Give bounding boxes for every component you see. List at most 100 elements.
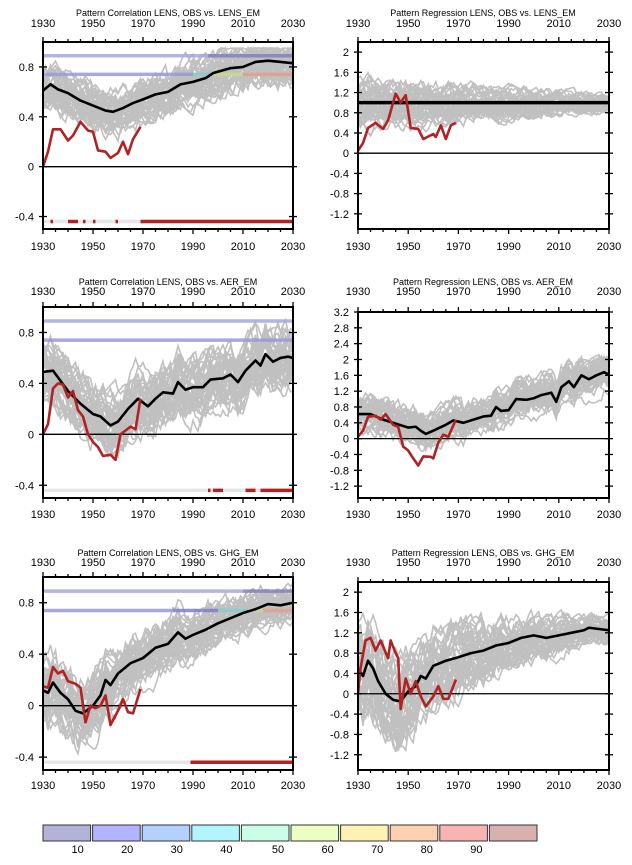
y-tick-label: 3.2 [334, 307, 349, 319]
x-tick-label-bottom: 1970 [446, 509, 470, 521]
x-tick-label-top: 1930 [346, 286, 370, 298]
plot-area [43, 317, 293, 493]
ensemble-member-line [358, 366, 609, 435]
x-tick-label-bottom: 1950 [81, 780, 105, 792]
x-tick-label-top: 1950 [81, 557, 105, 569]
y-tick-label: 0.8 [334, 648, 349, 660]
x-tick-label-bottom: 2030 [597, 780, 621, 792]
panel-title: Pattern Regression LENS, OBS vs. LENS_EM [390, 8, 576, 18]
colorbar-swatch [92, 824, 141, 842]
plot-area [358, 353, 609, 467]
x-tick-label-bottom: 2030 [281, 509, 305, 521]
x-tick-label-bottom: 2030 [281, 780, 305, 792]
colorbar-label: 40 [220, 844, 232, 856]
x-tick-label-bottom: 2010 [231, 241, 255, 253]
x-tick-label-top: 1970 [131, 557, 155, 569]
observed-line [43, 665, 142, 727]
y-tick-label: 0.4 [334, 128, 349, 140]
y-tick-label: 2.4 [334, 339, 349, 351]
ensemble-member-line [358, 353, 609, 424]
x-tick-label-top: 2010 [231, 286, 255, 298]
colorbar-swatch [290, 824, 340, 842]
x-tick-label-bottom: 2010 [231, 780, 255, 792]
colorbar-swatch [191, 824, 240, 842]
x-tick-label-bottom: 1990 [181, 241, 205, 253]
panel-title: Pattern Regression LENS, OBS vs. GHG_EM [392, 548, 575, 558]
plot-area [43, 45, 293, 224]
y-tick-label: -1.2 [330, 481, 349, 493]
x-tick-label-top: 1990 [496, 557, 520, 569]
x-tick-label-top: 1990 [496, 286, 520, 298]
y-tick-label: 2 [343, 354, 349, 366]
observed-line [43, 382, 142, 462]
y-tick-label: 0 [343, 689, 349, 701]
colorbar-swatch [389, 824, 439, 842]
x-tick-label-top: 1970 [446, 286, 470, 298]
x-tick-label-top: 1930 [31, 557, 55, 569]
colorbar-label: 80 [421, 844, 433, 856]
x-tick-label-top: 2030 [597, 286, 621, 298]
y-tick-label: 0.4 [19, 378, 34, 390]
ensemble-mean-line [358, 626, 609, 703]
x-tick-label-top: 2010 [231, 18, 255, 30]
x-tick-label-bottom: 1950 [396, 241, 420, 253]
y-tick-label: 0 [28, 701, 34, 713]
observed-line [358, 636, 458, 711]
panel-title: Pattern Correlation LENS, OBS vs. GHG_EM [77, 548, 258, 558]
x-tick-label-top: 2030 [281, 557, 305, 569]
x-tick-label-top: 2010 [231, 557, 255, 569]
colorbar-label: 70 [371, 844, 383, 856]
colorbar-label: 50 [272, 844, 284, 856]
y-tick-label: -0.4 [15, 480, 34, 492]
panel-title: Pattern Correlation LENS, OBS vs. LENS_E… [76, 8, 260, 18]
chart-panel: 1930 1930 1950 1950 1970 1970 1990 1990 2010 2010… [15, 286, 305, 521]
x-tick-label-top: 1950 [396, 18, 420, 30]
x-tick-label-top: 1990 [181, 286, 205, 298]
y-tick-label: 0.4 [19, 649, 34, 661]
colorbar-swatch [439, 824, 488, 842]
plot-area [43, 582, 293, 765]
x-tick-label-bottom: 1930 [31, 509, 55, 521]
y-tick-label: -0.4 [330, 709, 349, 721]
x-tick-label-top: 1950 [396, 557, 420, 569]
ensemble-member-line [358, 366, 609, 439]
colorbar-label: 60 [321, 844, 333, 856]
x-tick-label-bottom: 1970 [131, 509, 155, 521]
colorbar-label: 20 [121, 844, 133, 856]
x-tick-label-bottom: 2010 [547, 780, 571, 792]
colorbar-label: 90 [470, 844, 482, 856]
y-tick-label: -1.2 [330, 750, 349, 762]
chart-panel: 1930 1930 1950 1950 1970 1970 1990 1990 2010 2010… [15, 18, 305, 253]
x-tick-label-top: 1970 [131, 286, 155, 298]
panel-title: Pattern Regression LENS, OBS vs. AER_EM [393, 277, 573, 287]
ensemble-member-line [358, 638, 609, 751]
chart-panel: 1930 1930 1950 1950 1970 1970 1990 1990 2010 2010… [330, 557, 621, 792]
x-tick-label-top: 1950 [81, 18, 105, 30]
x-tick-label-bottom: 1950 [81, 509, 105, 521]
plot-area [358, 70, 609, 154]
y-tick-label: -0.8 [330, 729, 349, 741]
ensemble-member-line [43, 591, 293, 714]
x-tick-label-bottom: 1930 [31, 241, 55, 253]
colorbar-label: 30 [171, 844, 183, 856]
x-tick-label-bottom: 2030 [597, 241, 621, 253]
chart-panel: 1930 1930 1950 1950 1970 1970 1990 1990 2010 2010… [15, 557, 305, 792]
x-tick-label-bottom: 2010 [547, 241, 571, 253]
x-tick-label-bottom: 1930 [346, 509, 370, 521]
y-tick-label: 2.8 [334, 323, 349, 335]
x-tick-label-bottom: 2030 [597, 509, 621, 521]
panel-title: Pattern Correlation LENS, OBS vs. AER_EM [79, 277, 258, 287]
x-tick-label-bottom: 1950 [396, 780, 420, 792]
x-tick-label-bottom: 2010 [547, 509, 571, 521]
y-tick-label: -1.2 [330, 209, 349, 221]
x-tick-label-bottom: 2030 [281, 241, 305, 253]
x-tick-label-top: 2030 [281, 18, 305, 30]
ensemble-mean-line [43, 352, 293, 427]
x-tick-label-top: 1990 [496, 18, 520, 30]
x-tick-label-top: 1950 [81, 286, 105, 298]
x-tick-label-bottom: 2010 [231, 509, 255, 521]
x-tick-label-bottom: 1970 [131, 780, 155, 792]
y-tick-label: 0 [343, 148, 349, 160]
y-tick-label: 0.8 [19, 327, 34, 339]
y-tick-label: 1.2 [334, 628, 349, 640]
